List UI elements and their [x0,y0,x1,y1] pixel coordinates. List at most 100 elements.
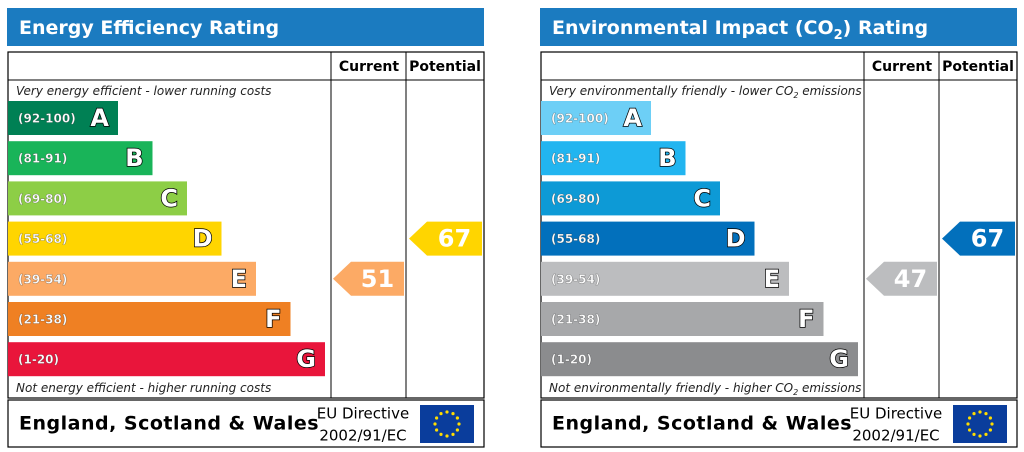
col-header: Potential [409,59,481,75]
text-part: Not energy efficient - higher running co… [16,381,271,395]
rating-value: 67 [438,225,471,253]
eu-star [968,428,972,432]
text-part: Not environmentally friendly - higher CO [549,381,793,395]
band-letter: F [798,305,814,333]
directive: 2002/91/EC [319,427,406,445]
rating-arrow [333,261,404,296]
band-range: (55-68) [18,232,67,246]
panel-title: Energy Efficiency Rating [19,17,279,39]
eu-star [435,428,439,432]
band-letter: A [90,104,109,132]
rating-arrow [866,261,937,296]
rating-panel: Energy Efficiency Rating Current Potential… [7,8,485,448]
band-range: (1-20) [551,353,592,367]
band-range: (1-20) [18,353,59,367]
band-range: (69-80) [18,192,67,206]
eu-star [990,422,994,426]
eu-star [439,432,443,436]
rating-arrow [409,221,482,256]
directive: EU Directive [850,405,942,423]
eu-star [457,422,461,426]
band-range: (21-38) [551,313,600,327]
eu-star [972,412,976,416]
band-letter: D [193,225,213,253]
band-range: (69-80) [551,192,600,206]
rating-value: 47 [894,265,927,293]
band-letter: E [231,265,247,293]
text-part: emissions [798,381,861,395]
rating-band [8,302,291,336]
rating-panel: Environmental Impact (CO2) RatingCurrent… [540,8,1018,448]
band-letter: A [623,104,642,132]
eu-star [988,428,992,432]
eu-star [966,422,970,426]
eu-star [451,432,455,436]
rating-band [8,221,222,256]
rating-band [8,342,325,377]
rating-band [8,261,256,296]
rating-value: 67 [971,225,1004,253]
band-letter: C [693,184,711,212]
subscript: 2 [793,91,798,100]
top-note: Very environmentally friendly - lower CO… [549,84,862,101]
eu-star [451,412,455,416]
bottom-note: Not environmentally friendly - higher CO… [549,381,861,398]
band-range: (81-91) [18,152,67,166]
rating-band [8,181,187,216]
bottom-note: Not energy efficient - higher running co… [16,381,271,395]
eu-star [433,422,437,426]
col-header: Potential [942,59,1014,75]
text-part: Environmental Impact (CO [552,17,834,39]
band-letter: G [829,345,849,373]
rating-band [541,101,651,135]
col-header: Current [339,59,400,75]
footer-frame [540,399,1018,448]
eu-star [445,410,449,414]
band-letter: D [726,225,746,253]
band-letter: F [265,305,281,333]
region: England, Scotland & Wales [552,413,852,435]
col-header: Current [872,59,933,75]
rating-band [541,342,858,377]
text-part: Very environmentally friendly - lower CO [549,84,793,98]
eu-star [439,412,443,416]
eu-star [984,432,988,436]
title-bar [7,8,484,46]
rating-band [541,181,720,216]
text-part: Very energy efficient - lower running co… [16,84,271,98]
eu-star [435,416,439,420]
band-letter: G [296,345,316,373]
rating-value: 51 [361,265,394,293]
top-note: Very energy efficient - lower running co… [16,84,271,98]
eu-star [455,428,459,432]
band-letter: C [160,184,178,212]
directive: EU Directive [317,405,409,423]
band-range: (92-100) [18,112,76,126]
rating-band [541,221,755,256]
band-letter: B [125,144,143,172]
subscript: 2 [793,388,798,397]
eu-star [978,434,982,438]
rating-band [541,302,824,336]
band-letter: E [764,265,780,293]
rating-arrow [942,221,1015,256]
rating-band [541,261,789,296]
band-letter: B [658,144,676,172]
eu-star [988,416,992,420]
rating-band [8,101,118,135]
title-bar [540,8,1017,46]
text-part: ) Rating [843,17,928,39]
band-range: (39-54) [551,272,600,286]
band-range: (55-68) [551,232,600,246]
band-range: (21-38) [18,313,67,327]
eu-star [445,434,449,438]
directive: 2002/91/EC [852,427,939,445]
text-part: Energy Efficiency Rating [19,17,279,39]
rating-band [541,141,686,176]
band-range: (81-91) [551,152,600,166]
rating-band [8,141,153,176]
eu-star [972,432,976,436]
subscript: 2 [834,28,843,43]
band-range: (92-100) [551,112,609,126]
eu-star [984,412,988,416]
